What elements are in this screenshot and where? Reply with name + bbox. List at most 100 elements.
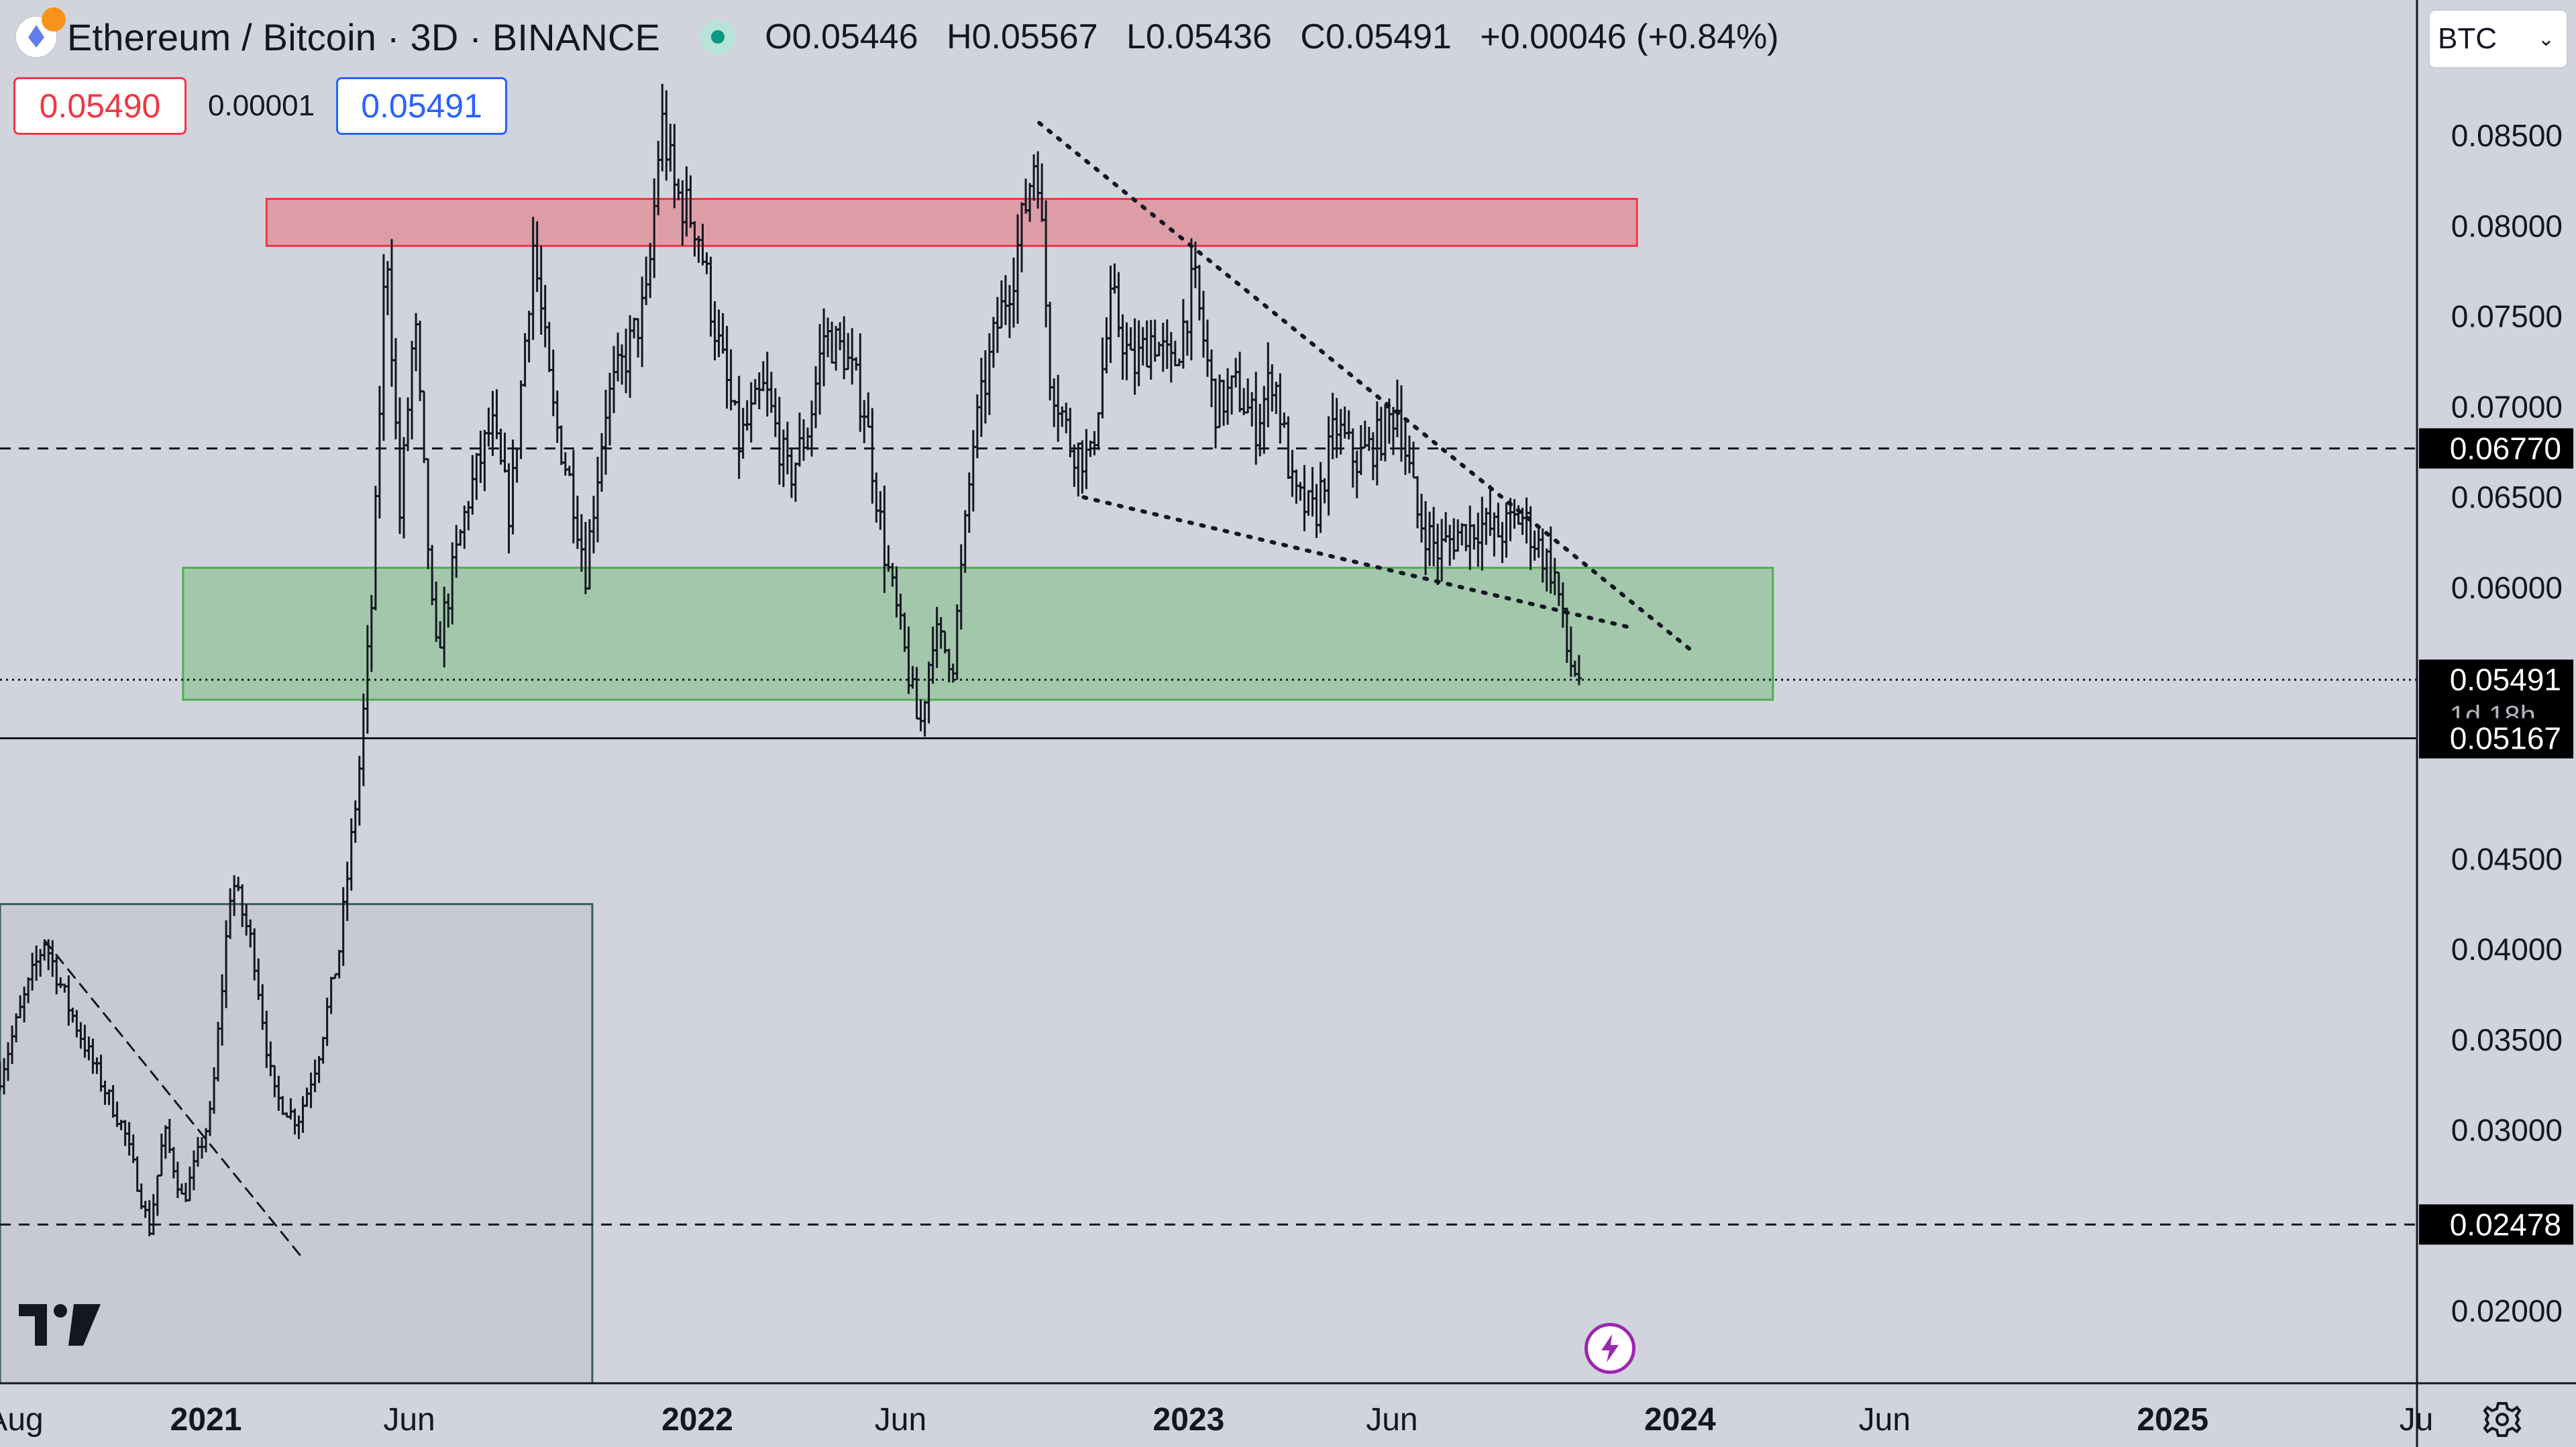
candle — [1447, 525, 1453, 566]
candle — [396, 397, 402, 534]
candle — [663, 90, 669, 181]
ohlc-readout: O0.05446 H0.05567 L0.05436 C0.05491 +0.0… — [765, 17, 1778, 57]
candle — [562, 452, 568, 476]
candle — [1350, 428, 1356, 488]
candle — [1378, 407, 1384, 461]
candle — [1108, 265, 1114, 364]
falling-resistance-trendline[interactable] — [1037, 121, 1695, 653]
level-label-bg[interactable] — [2419, 1204, 2573, 1245]
candle — [376, 386, 382, 519]
open-value: 0.05446 — [792, 17, 918, 56]
price-tick-label: 0.03500 — [2451, 1022, 2563, 1057]
currency-select[interactable]: BTC ⌄ — [2428, 9, 2568, 68]
candle — [1051, 378, 1057, 427]
candle — [1515, 505, 1521, 525]
candle — [598, 433, 604, 492]
candle — [861, 400, 867, 443]
candle — [590, 496, 596, 553]
candle — [1047, 301, 1053, 400]
demand-zone[interactable] — [182, 566, 1774, 701]
candle — [877, 491, 883, 530]
level-label-bg[interactable] — [2419, 659, 2573, 730]
candle — [1411, 441, 1417, 479]
spread-value: 0.00001 — [208, 89, 315, 122]
price-tick-label: 0.08500 — [2451, 118, 2563, 153]
candle — [1326, 416, 1332, 516]
candle — [796, 412, 802, 467]
candle — [966, 472, 972, 533]
candle — [554, 390, 560, 443]
candle — [1576, 655, 1582, 686]
candle — [380, 254, 386, 441]
candle — [1188, 238, 1194, 361]
candle — [486, 407, 492, 447]
candle — [603, 390, 609, 475]
candle — [619, 344, 625, 385]
candle — [736, 376, 742, 479]
time-tick-label: Jun — [383, 1402, 435, 1438]
candle — [869, 408, 875, 504]
candle — [1382, 404, 1388, 462]
candle — [1063, 403, 1069, 434]
candle — [631, 317, 637, 339]
candle — [506, 463, 512, 554]
tradingview-logo-icon[interactable] — [16, 1301, 103, 1348]
candle — [845, 333, 851, 370]
candle — [425, 458, 431, 570]
candle — [756, 372, 762, 410]
range-zone[interactable] — [0, 903, 594, 1385]
change-value: +0.00046 (+0.84%) — [1480, 17, 1779, 56]
buy-price-button[interactable]: 0.05491 — [336, 77, 508, 135]
sell-price-button[interactable]: 0.05490 — [13, 77, 186, 135]
candle — [792, 462, 798, 502]
candle — [1120, 314, 1126, 380]
candle — [873, 472, 879, 523]
candle — [1415, 476, 1421, 529]
candle — [1128, 327, 1134, 351]
candle — [1217, 374, 1223, 429]
candle — [748, 382, 754, 443]
level-label: 0.06770 — [2450, 431, 2561, 466]
level-label-bg[interactable] — [2419, 428, 2573, 469]
candle — [607, 372, 613, 445]
close-key: C — [1300, 17, 1326, 56]
candle — [413, 313, 419, 372]
candle — [962, 510, 968, 573]
candle — [526, 311, 532, 363]
falling-support-trendline[interactable] — [1081, 495, 1633, 630]
early-downtrend-trendline[interactable] — [43, 939, 306, 1262]
candle — [392, 337, 398, 439]
price-tick-label: 0.04000 — [2451, 932, 2563, 967]
candle — [1184, 320, 1190, 356]
time-tick-label: 2022 — [661, 1402, 733, 1438]
candle — [1067, 407, 1073, 458]
lightning-icon[interactable] — [1585, 1323, 1635, 1374]
candle — [1095, 412, 1102, 450]
candle — [1471, 524, 1477, 550]
market-status-icon[interactable] — [700, 19, 736, 54]
candle — [837, 322, 843, 351]
candle — [752, 379, 758, 405]
candle — [352, 800, 358, 843]
symbol-title[interactable]: Ethereum / Bitcoin · 3D · BINANCE — [67, 15, 661, 58]
candle — [994, 297, 1000, 353]
gear-icon[interactable] — [2482, 1399, 2522, 1440]
candle — [482, 429, 488, 492]
candle — [1495, 502, 1501, 538]
candle — [821, 308, 827, 386]
candle — [1160, 323, 1166, 372]
candle — [772, 388, 778, 437]
candle — [421, 390, 427, 464]
price-tick-label: 0.03000 — [2451, 1113, 2563, 1148]
candle — [918, 699, 924, 732]
level-label-bg[interactable] — [2419, 718, 2573, 759]
candle — [1196, 264, 1202, 321]
time-tick-label: Jun — [1366, 1402, 1417, 1438]
candle — [1443, 512, 1449, 543]
supply-zone[interactable] — [265, 197, 1638, 248]
level-label: 0.05167 — [2450, 721, 2561, 756]
candle — [594, 456, 600, 543]
candle — [1225, 368, 1231, 425]
time-tick-label: Aug — [0, 1402, 44, 1438]
